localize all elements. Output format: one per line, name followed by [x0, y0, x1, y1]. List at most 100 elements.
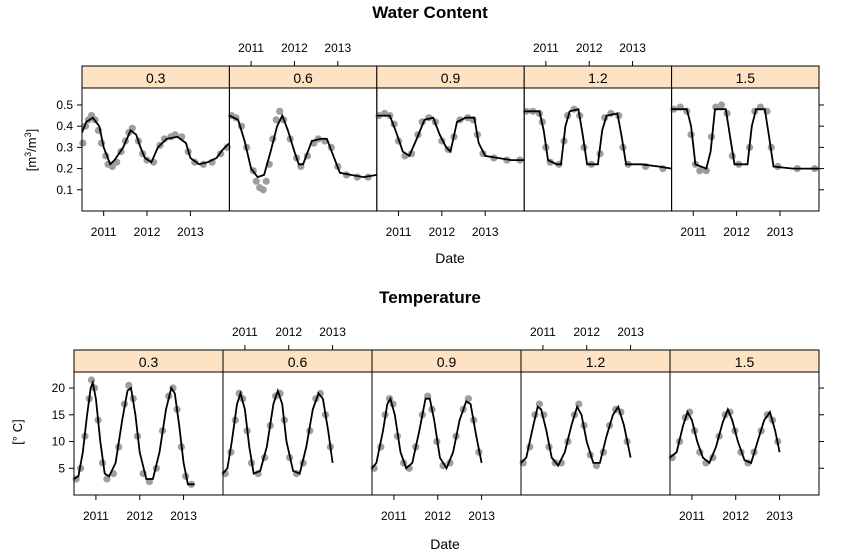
x-tick-label: 2011	[533, 41, 559, 55]
panel-strip-label: 1.5	[735, 354, 755, 370]
data-point	[272, 116, 280, 124]
x-tick-label: 2013	[767, 225, 794, 239]
panel-0.9: 0.9 2011 2012 2013	[370, 349, 522, 523]
x-tick-label: 2011	[386, 225, 412, 239]
data-point	[262, 177, 270, 185]
panel-strip-label: 1.5	[736, 70, 756, 86]
data-points	[221, 389, 334, 478]
data-point	[259, 186, 267, 194]
x-tick-label: 2011	[530, 325, 556, 339]
water-content-ylabel: [m3/m3]	[23, 129, 39, 172]
x-tick-label: 2012	[723, 225, 750, 239]
data-points	[228, 107, 372, 194]
data-point	[276, 107, 284, 115]
x-tick-label: 2011	[83, 509, 109, 523]
data-point	[464, 395, 472, 403]
y-tick-label: 0.4	[56, 119, 73, 133]
data-point	[439, 462, 447, 470]
x-tick-label: 2012	[428, 225, 455, 239]
series-line	[371, 396, 483, 471]
panel-1.5: 1.5 2011 2012 2013	[670, 65, 820, 239]
data-point	[717, 101, 726, 109]
x-tick-label: 2012	[722, 509, 749, 523]
x-tick-label: 2012	[281, 41, 308, 55]
x-tick-label: 2012	[576, 41, 603, 55]
panel-0.9: 0.9 2011 2012 2013	[375, 65, 525, 239]
x-tick-label: 2013	[468, 509, 495, 523]
y-tick-label: 0.2	[56, 162, 73, 176]
panel-frame	[671, 87, 820, 212]
x-tick-label: 2013	[617, 325, 644, 339]
panel-1.2: 1.2 2011 2012 2013	[519, 325, 671, 496]
y-axis: 5 10 15 20	[52, 381, 824, 475]
panel-strip-label: 0.9	[441, 70, 461, 86]
x-tick-label: 2012	[134, 225, 161, 239]
series-line	[376, 114, 525, 161]
y-tick-label: 0.3	[56, 140, 73, 154]
water-content-panels: 0.3 2011 2012 2013 0.6 2011 2012 2013 0.9 2011 201…	[56, 41, 824, 239]
temperature-ylabel: [° C]	[10, 419, 25, 444]
data-point	[702, 167, 710, 175]
panel-frame	[520, 371, 671, 496]
water-content-xlabel: Date	[435, 250, 465, 266]
series-line	[669, 406, 781, 465]
y-tick-label: 0.1	[56, 183, 73, 197]
panel-0.3: 0.3 2011 2012 2013	[79, 65, 231, 239]
x-tick-label: 2013	[324, 41, 351, 55]
series-line	[229, 113, 377, 179]
x-tick-label: 2012	[424, 509, 451, 523]
x-tick-label: 2011	[232, 325, 258, 339]
panel-strip-label: 1.2	[586, 354, 606, 370]
panel-strip-label: 0.3	[146, 70, 166, 86]
data-point	[160, 135, 168, 143]
data-point	[87, 376, 96, 384]
x-tick-label: 2013	[170, 509, 197, 523]
panel-strip-label: 1.2	[588, 70, 608, 86]
series-line	[671, 108, 819, 170]
x-tick-label: 2013	[766, 509, 793, 523]
x-tick-label: 2012	[275, 325, 302, 339]
panel-strip-label: 0.6	[293, 70, 313, 86]
panel-1.5: 1.5 2011 2012 2013	[668, 349, 820, 523]
x-tick-label: 2012	[573, 325, 600, 339]
y-tick-label: 5	[58, 461, 65, 475]
x-tick-label: 2013	[177, 225, 204, 239]
panel-0.3: 0.3 2011 2012 2013	[72, 349, 224, 523]
x-tick-label: 2013	[319, 325, 346, 339]
series-line	[81, 116, 231, 166]
panel-1.2: 1.2 2011 2012 2013	[522, 41, 673, 212]
panel-frame	[228, 87, 378, 212]
series-line	[520, 404, 632, 468]
water-content-chart: Water Content [m3/m3] Date 0.3 2011 2012 20…	[23, 3, 824, 266]
series-line	[73, 379, 195, 486]
panel-strip-label: 0.9	[437, 354, 457, 370]
x-tick-label: 2011	[680, 225, 706, 239]
x-tick-label: 2013	[619, 41, 646, 55]
temperature-xlabel: Date	[430, 536, 460, 552]
data-points	[72, 376, 195, 488]
x-tick-label: 2011	[381, 509, 407, 523]
series-line	[222, 387, 334, 475]
x-tick-label: 2012	[126, 509, 153, 523]
y-tick-label: 20	[52, 381, 66, 395]
y-tick-label: 15	[52, 408, 66, 422]
panel-strip-label: 0.6	[288, 354, 308, 370]
data-point	[696, 167, 704, 175]
panel-0.6: 0.6 2011 2012 2013	[221, 325, 373, 496]
panel-0.6: 0.6 2011 2012 2013	[228, 41, 378, 212]
panel-frame	[371, 371, 522, 496]
data-point	[252, 177, 260, 185]
series-line	[524, 108, 672, 170]
y-tick-label: 0.5	[56, 98, 73, 112]
y-axis: 0.1 0.2 0.3 0.4 0.5	[56, 98, 824, 197]
data-point	[79, 139, 87, 147]
x-tick-label: 2011	[91, 225, 117, 239]
x-tick-label: 2011	[238, 41, 264, 55]
data-point	[103, 475, 111, 483]
y-tick-label: 10	[52, 435, 66, 449]
temperature-title: Temperature	[379, 288, 481, 307]
panel-frame	[669, 371, 820, 496]
